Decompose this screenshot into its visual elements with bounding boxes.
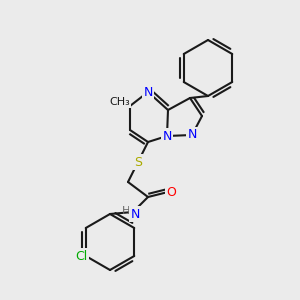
Text: N: N: [143, 85, 153, 98]
Text: O: O: [166, 185, 176, 199]
Text: N: N: [162, 130, 172, 142]
Text: S: S: [134, 155, 142, 169]
Text: H: H: [122, 206, 130, 216]
Text: N: N: [130, 208, 140, 220]
Text: CH₃: CH₃: [110, 97, 130, 107]
Text: Cl: Cl: [76, 250, 88, 262]
Text: N: N: [187, 128, 197, 142]
